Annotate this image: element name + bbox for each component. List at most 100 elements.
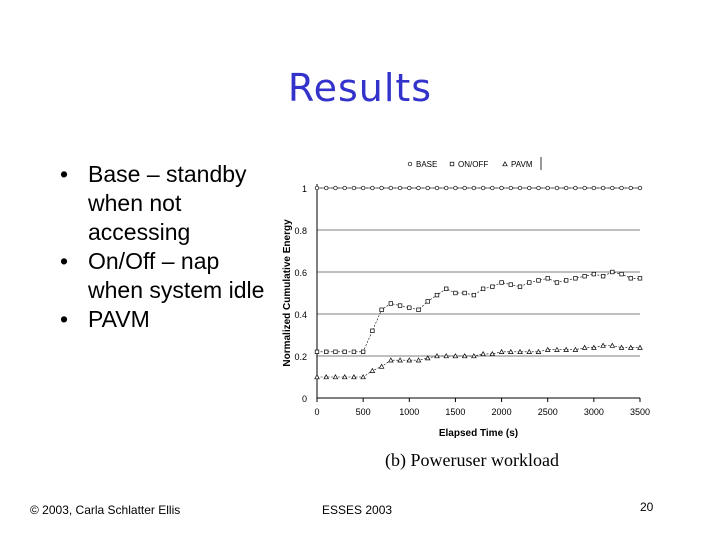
data-point-base	[573, 185, 578, 191]
page-number: 20	[640, 500, 654, 514]
data-point-on-off	[388, 301, 393, 306]
data-point-pavm	[526, 348, 533, 354]
bullet-text: PAVM	[88, 306, 150, 332]
data-point-pavm	[627, 344, 634, 350]
legend-label-on-off: ON/OFF	[458, 160, 488, 169]
series-line-pavm	[317, 345, 640, 378]
data-point-base	[545, 185, 550, 191]
data-point-pavm	[314, 374, 320, 380]
data-point-base	[462, 185, 467, 191]
data-point-on-off	[554, 280, 560, 285]
x-axis-label: Elapsed Time (s)	[439, 428, 518, 439]
data-point-pavm	[572, 346, 579, 352]
series-line-on-off	[317, 271, 640, 353]
data-point-base	[600, 185, 606, 191]
data-point-pavm	[535, 348, 542, 354]
data-point-pavm	[434, 353, 440, 359]
data-point-base	[370, 185, 375, 191]
data-point-on-off	[591, 271, 597, 277]
data-point-base	[508, 185, 513, 191]
data-point-pavm	[369, 367, 376, 373]
data-point-pavm	[332, 374, 339, 380]
bullet-list: • Base – standby when not accessing • On/O…	[58, 160, 273, 334]
data-point-on-off	[407, 305, 412, 310]
x-tick-label: 1500	[445, 407, 465, 417]
data-point-on-off	[360, 349, 366, 354]
data-point-base	[637, 185, 643, 191]
data-point-on-off	[370, 328, 375, 333]
data-point-pavm	[323, 374, 330, 380]
data-point-pavm	[609, 342, 616, 348]
data-point-on-off	[397, 303, 403, 308]
data-point-on-off	[471, 292, 477, 298]
x-tick-label: 3000	[584, 407, 604, 417]
data-point-pavm	[351, 374, 357, 380]
x-tick-label: 500	[356, 407, 371, 417]
slide-title: Results	[287, 66, 433, 110]
x-tick-label: 0	[314, 407, 319, 417]
data-point-base	[490, 185, 495, 191]
data-point-on-off	[582, 274, 587, 279]
data-point-base	[434, 185, 440, 191]
data-point-on-off	[490, 284, 495, 289]
legend-label-base: BASE	[416, 160, 437, 169]
data-point-pavm	[508, 348, 514, 354]
y-axis-label: Normalized Cumulative Energy	[282, 219, 293, 367]
data-point-on-off	[527, 280, 532, 285]
data-point-base	[619, 185, 624, 191]
data-point-on-off	[342, 349, 347, 354]
data-point-pavm	[544, 346, 551, 352]
data-point-on-off	[351, 349, 357, 354]
data-point-pavm	[406, 357, 413, 363]
data-point-base	[536, 185, 541, 191]
bullet-marker: •	[60, 161, 69, 187]
bullet-item: • PAVM	[58, 305, 273, 334]
data-point-base	[314, 185, 320, 191]
bullet-text: Base – standby when not accessing	[88, 161, 247, 245]
data-point-base	[517, 185, 523, 191]
data-point-pavm	[618, 344, 625, 350]
data-point-pavm	[591, 344, 597, 350]
x-tick-label: 1000	[399, 407, 419, 417]
data-point-pavm	[397, 357, 403, 363]
data-point-pavm	[443, 353, 449, 359]
data-point-base	[360, 185, 366, 191]
data-point-pavm	[388, 357, 394, 363]
bullet-item: • Base – standby when not accessing	[58, 160, 273, 247]
data-point-on-off	[379, 307, 384, 312]
data-point-on-off	[517, 284, 523, 289]
bullet-item: • On/Off – nap when system idle	[58, 247, 273, 305]
legend-marker-pavm	[502, 161, 508, 167]
data-point-pavm	[517, 348, 523, 354]
data-point-base	[416, 185, 421, 191]
data-point-pavm	[581, 344, 588, 350]
data-point-pavm	[480, 350, 486, 357]
data-point-base	[425, 185, 430, 191]
data-point-on-off	[499, 280, 504, 285]
legend-marker-on-off	[449, 161, 455, 167]
data-point-on-off	[637, 276, 643, 281]
data-point-on-off	[508, 282, 513, 287]
data-point-base	[554, 185, 560, 191]
y-tick-label: 0	[302, 394, 307, 404]
data-point-pavm	[424, 355, 431, 361]
y-tick-label: 0.6	[294, 268, 307, 278]
data-point-base	[499, 185, 504, 191]
data-point-base	[527, 185, 532, 191]
data-point-on-off	[416, 307, 421, 312]
data-point-on-off	[564, 278, 569, 283]
data-point-pavm	[452, 353, 459, 359]
data-point-on-off	[536, 278, 541, 283]
data-point-base	[397, 185, 403, 191]
bullet-text: On/Off – nap when system idle	[88, 248, 265, 303]
data-point-base	[610, 185, 615, 191]
data-point-on-off	[619, 271, 624, 277]
data-point-on-off	[545, 276, 550, 281]
data-point-on-off	[434, 292, 440, 298]
data-point-on-off	[324, 349, 329, 354]
legend-label-pavm: PAVM	[511, 160, 533, 169]
x-tick-label: 2000	[492, 407, 512, 417]
data-point-base	[628, 185, 633, 191]
data-point-on-off	[425, 299, 430, 304]
bullet-marker: •	[60, 306, 69, 332]
